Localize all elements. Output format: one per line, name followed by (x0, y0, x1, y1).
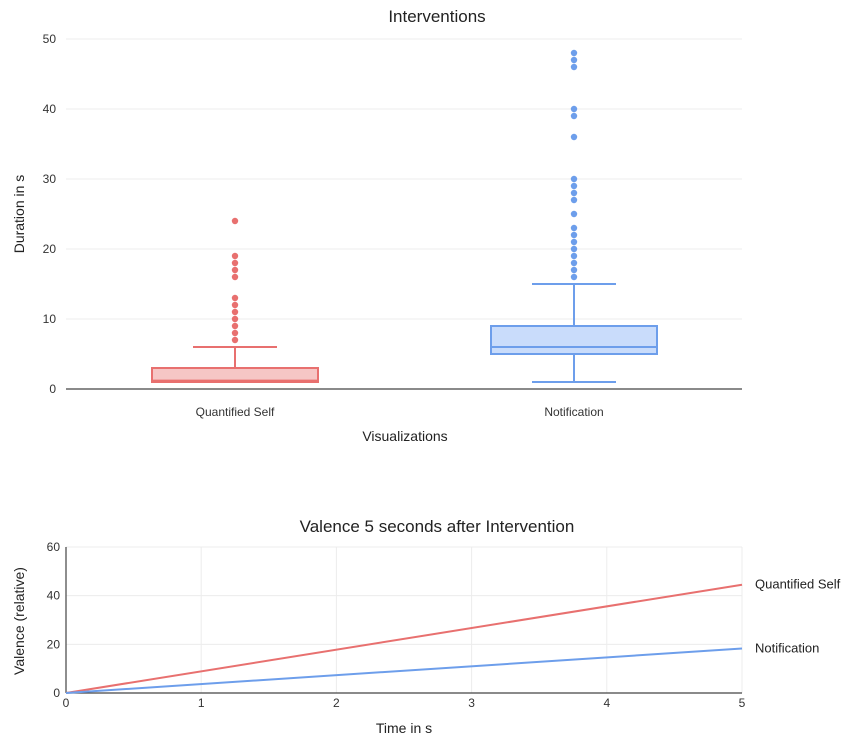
y-tick-label: 20 (43, 242, 57, 256)
x-tick-labels: 0 1 2 3 4 5 (63, 696, 746, 710)
outlier-point (570, 175, 578, 183)
outlier-point (570, 196, 578, 204)
outlier-point (231, 301, 239, 309)
line-series (65, 583, 743, 694)
line-chart: Valence 5 seconds after Intervention 020… (11, 517, 841, 736)
x-tick-label: Notification (544, 405, 603, 419)
outlier-point (231, 329, 239, 337)
outlier-point (570, 210, 578, 218)
box-chart: Interventions 0 10 20 30 40 50 Quantified Sel… (11, 7, 742, 444)
iqr-box (490, 325, 658, 355)
y-tick-label: 60 (47, 540, 61, 554)
outlier-point (570, 189, 578, 197)
gridlines (66, 38, 742, 320)
outlier-point (231, 252, 239, 260)
outlier-point (570, 259, 578, 267)
outlier-point (570, 63, 578, 71)
outlier-point (570, 49, 578, 57)
series-end-labels: Quantified Self Notification (755, 577, 841, 656)
outlier-point (570, 266, 578, 274)
outlier-point (570, 224, 578, 232)
chart-title: Interventions (388, 7, 485, 26)
outlier-point (570, 273, 578, 281)
gridlines (66, 546, 743, 693)
x-tick-labels: Quantified Self Notification (196, 405, 604, 419)
outlier-point (231, 336, 239, 344)
x-tick-label: Quantified Self (196, 405, 275, 419)
outlier-point (231, 322, 239, 330)
x-axis-label: Time in s (376, 720, 432, 736)
outlier-point (231, 259, 239, 267)
outlier-point (570, 238, 578, 246)
x-tick-label: 4 (603, 696, 610, 710)
y-tick-labels: 0 20 40 60 (47, 540, 61, 700)
y-tick-labels: 0 10 20 30 40 50 (43, 32, 57, 396)
y-tick-label: 40 (47, 589, 61, 603)
outlier-point (570, 182, 578, 190)
y-tick-label: 30 (43, 172, 57, 186)
series-label: Notification (755, 640, 819, 655)
outlier-point (570, 133, 578, 141)
y-tick-label: 50 (43, 32, 57, 46)
x-tick-label: 5 (739, 696, 746, 710)
outlier-point (231, 308, 239, 316)
box-series (151, 49, 658, 383)
x-tick-label: 2 (333, 696, 340, 710)
x-tick-label: 0 (63, 696, 70, 710)
y-tick-label: 10 (43, 312, 57, 326)
x-axis-label: Visualizations (362, 428, 447, 444)
outlier-point (570, 56, 578, 64)
outlier-point (570, 245, 578, 253)
outlier-point (570, 231, 578, 239)
series-line-quantified-self (65, 583, 743, 694)
box-notification (490, 49, 658, 383)
chart-title: Valence 5 seconds after Intervention (300, 517, 575, 536)
series-line-notification (65, 647, 743, 694)
outlier-point (570, 112, 578, 120)
y-axis-label: Duration in s (11, 175, 27, 254)
outlier-point (231, 294, 239, 302)
y-tick-label: 20 (47, 637, 61, 651)
outlier-point (570, 252, 578, 260)
y-tick-label: 0 (53, 686, 60, 700)
y-tick-label: 40 (43, 102, 57, 116)
outlier-point (231, 315, 239, 323)
outlier-point (570, 105, 578, 113)
outlier-point (231, 273, 239, 281)
y-tick-label: 0 (49, 382, 56, 396)
iqr-box (151, 367, 319, 383)
x-tick-label: 1 (198, 696, 205, 710)
x-tick-label: 3 (468, 696, 475, 710)
outlier-point (231, 217, 239, 225)
y-axis-label: Valence (relative) (11, 567, 27, 675)
box-quantified-self (151, 217, 319, 383)
series-label: Quantified Self (755, 577, 841, 592)
outlier-point (231, 266, 239, 274)
